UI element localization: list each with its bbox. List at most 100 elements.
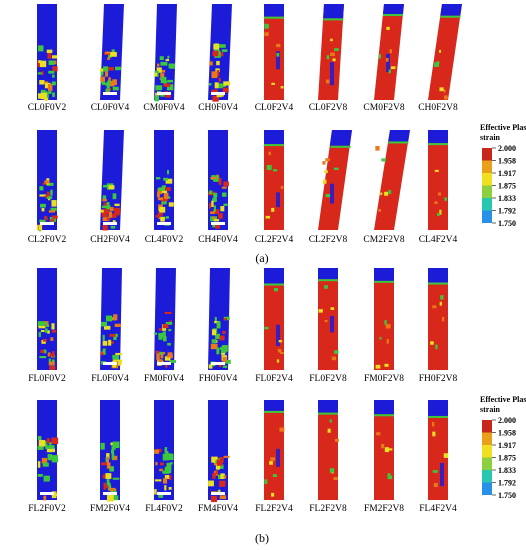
specimen-patch: [223, 475, 227, 479]
specimen-cap: [329, 130, 352, 146]
specimen-label: CL2F0V2: [28, 235, 67, 245]
specimen-patch: [43, 322, 48, 325]
specimen-patch: [51, 323, 55, 330]
specimen-label: CL4F2V4: [419, 235, 458, 245]
specimen-streak: [440, 462, 444, 487]
specimen-cl2f0v2: [37, 130, 58, 232]
specimen-fm0f2v8: [374, 268, 394, 370]
specimen-speckle: [384, 320, 387, 325]
specimen-patch: [165, 216, 169, 219]
specimen-patch: [39, 60, 47, 68]
specimen-patch: [108, 52, 112, 58]
specimen-label: CM0F0V4: [143, 103, 184, 113]
specimen-patch: [164, 466, 171, 474]
legend-value: 2.000: [498, 144, 516, 153]
specimen-crush: [157, 92, 171, 95]
specimen-speckle: [379, 337, 382, 340]
specimen-speckle: [271, 492, 275, 497]
specimen-patch: [155, 177, 161, 180]
specimen-patch: [51, 491, 57, 499]
specimen-patch: [46, 196, 53, 199]
specimen-patch: [208, 480, 214, 487]
specimen-patch: [166, 453, 174, 461]
specimen-label: CH0F0V4: [198, 103, 238, 113]
specimen-cap: [264, 4, 284, 17]
specimen-patch: [216, 93, 222, 98]
specimen-patch: [103, 202, 109, 208]
specimen-patch: [164, 451, 169, 458]
specimen-cl2f2v8: [318, 130, 352, 230]
specimen-patch: [39, 186, 44, 191]
specimen-label: CH0F2V8: [418, 103, 458, 113]
specimen-speckle: [378, 208, 381, 212]
specimen-patch: [102, 198, 107, 202]
specimen-patch: [223, 359, 231, 364]
specimen-patch: [160, 197, 165, 202]
specimen-speckle: [325, 79, 330, 84]
specimen-speckle: [388, 69, 391, 74]
specimen-label: FM2F0V4: [90, 504, 130, 514]
specimen-patch: [52, 74, 55, 78]
specimen-speckle: [334, 438, 339, 442]
specimen-patch: [164, 356, 171, 361]
legend-value: 1.958: [498, 429, 516, 438]
specimen-patch: [45, 91, 49, 98]
specimen-patch: [214, 317, 217, 323]
specimen-patch: [113, 334, 117, 340]
specimen-patch: [111, 449, 114, 454]
specimen-label: FL4F2V4: [419, 504, 457, 514]
specimen-cap: [374, 268, 394, 281]
specimen-fm2f2v8: [374, 400, 394, 500]
specimen-fl2f2v4: [264, 400, 285, 500]
specimen-speckle: [432, 421, 435, 427]
specimen-fm4f0v4: [208, 400, 230, 503]
specimen-patch: [158, 187, 163, 191]
specimen-patch: [218, 177, 222, 185]
specimen-body: [318, 4, 344, 100]
specimen-speckle: [264, 23, 269, 29]
specimen-patch: [46, 448, 53, 453]
specimen-patch: [213, 205, 216, 212]
specimen-patch: [167, 79, 174, 83]
specimen-patch: [155, 215, 161, 218]
specimen-cm0f0v4: [154, 4, 177, 102]
specimen-patch: [100, 69, 104, 76]
specimen-patch: [158, 359, 164, 364]
specimen-patch: [102, 217, 110, 222]
specimen-patch: [215, 222, 220, 229]
specimen-patch: [111, 452, 115, 460]
specimen-patch: [208, 82, 212, 86]
specimen-speckle: [268, 151, 271, 156]
specimen-patch: [52, 92, 55, 97]
specimen-fl2f2v8: [318, 400, 339, 500]
specimen-patch: [51, 200, 57, 207]
specimen-patch: [37, 72, 42, 75]
legend-swatch: [482, 198, 492, 211]
specimen-patch: [223, 181, 229, 187]
specimen-patch: [113, 314, 118, 321]
specimen-patch: [43, 475, 50, 482]
specimen-patch: [211, 339, 217, 344]
specimen-patch: [106, 462, 111, 469]
specimen-patch: [47, 454, 53, 461]
specimen-patch: [165, 94, 171, 98]
specimen-speckle: [329, 419, 332, 423]
specimen-speckle: [375, 146, 380, 151]
specimen-streak: [330, 315, 334, 333]
specimen-patch: [102, 340, 108, 346]
specimen-fl4f2v4: [428, 400, 449, 500]
specimen-patch: [52, 66, 58, 72]
specimen-patch: [47, 352, 51, 357]
specimen-patch: [160, 73, 165, 78]
specimen-patch: [52, 351, 55, 358]
specimen-label: FL0F0V2: [28, 374, 66, 384]
specimen-patch: [167, 169, 170, 175]
specimen-cap: [374, 400, 394, 415]
specimen-crush: [40, 492, 54, 495]
specimen-patch: [106, 81, 110, 89]
specimen-patch: [156, 63, 160, 67]
specimen-patch: [101, 321, 107, 327]
specimen-speckle: [265, 215, 271, 219]
specimen-patch: [108, 211, 113, 218]
specimen-speckle: [439, 301, 442, 306]
